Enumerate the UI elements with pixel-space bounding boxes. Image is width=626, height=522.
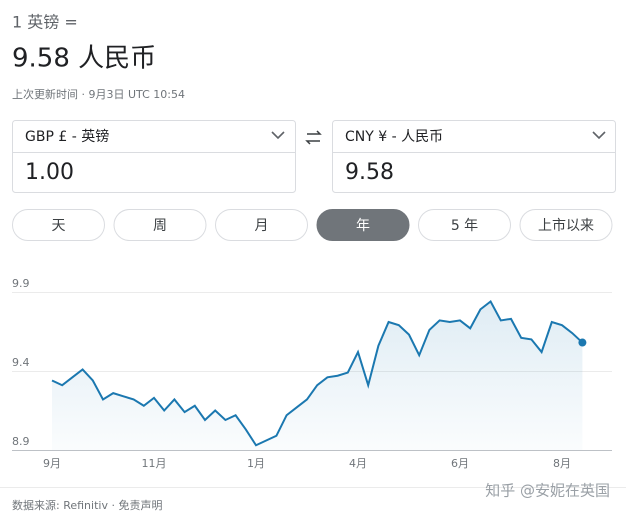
to-box[interactable] [332, 120, 616, 193]
x-tick-label: 9月 [43, 457, 61, 470]
tab-label[interactable]: 5 年 [451, 218, 478, 234]
to-currency[interactable]: CNY ¥ - 人民币 [345, 129, 443, 145]
watermark: 知乎 @安妮在英国 [485, 482, 610, 500]
updated: 上次更新时间 · 9月3日 UTC 10:54 [12, 87, 185, 101]
tab[interactable] [418, 209, 511, 241]
tab[interactable] [316, 209, 410, 241]
to-amount[interactable]: 9.58 [345, 160, 394, 185]
rate-label: 1 英镑 = [12, 13, 78, 32]
tab[interactable] [519, 209, 613, 241]
tab-label[interactable]: 上市以来 [538, 217, 594, 234]
tab[interactable] [113, 209, 207, 241]
y-tick-label: 8.9 [12, 435, 30, 448]
line [51, 299, 584, 447]
tab[interactable] [12, 209, 105, 241]
chevron[interactable] [271, 131, 285, 140]
swap-icon[interactable] [305, 130, 322, 145]
y-tick-label: 9.9 [12, 277, 30, 290]
source: 数据来源: Refinitiv · 免责声明 [12, 498, 162, 512]
chevron[interactable] [592, 131, 606, 140]
x-tick-label: 1月 [247, 457, 265, 470]
tab-label[interactable]: 周 [153, 218, 167, 234]
area [52, 301, 583, 450]
from-currency[interactable]: GBP £ - 英镑 [25, 128, 109, 145]
from-amount[interactable]: 1.00 [25, 160, 74, 185]
x-tick-label: 11月 [142, 457, 167, 470]
from-box[interactable] [12, 120, 296, 193]
last-point [578, 338, 587, 347]
x-tick-label: 6月 [451, 457, 469, 470]
tab-label[interactable]: 年 [356, 218, 370, 234]
y-tick-label: 9.4 [12, 356, 30, 369]
tab[interactable] [215, 209, 308, 241]
x-tick-label: 4月 [349, 457, 367, 470]
tab-label[interactable]: 月 [255, 218, 269, 234]
x-tick-label: 8月 [553, 457, 571, 470]
tab-label[interactable]: 天 [52, 218, 66, 234]
rate-result: 9.58 人民币 [12, 44, 156, 74]
